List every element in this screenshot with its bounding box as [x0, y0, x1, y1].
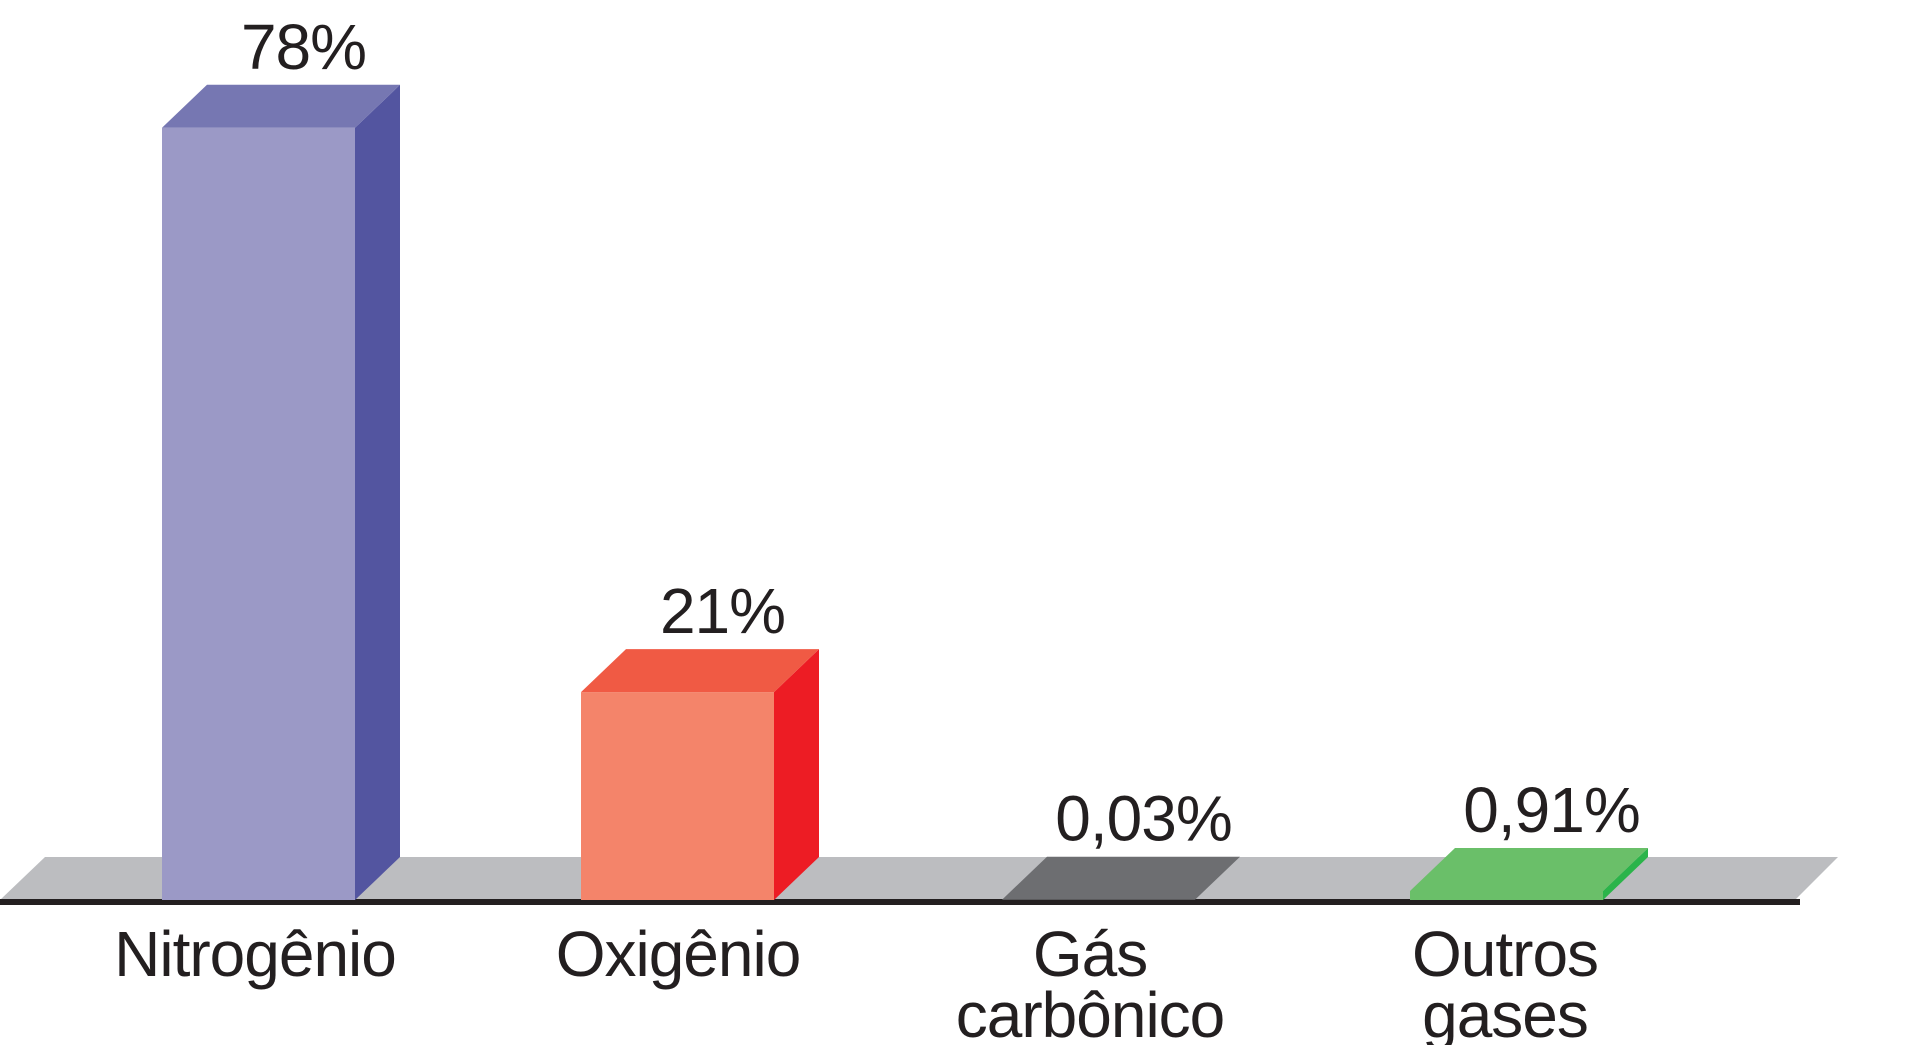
chart-floor — [0, 857, 1838, 900]
value-label-1: 21% — [660, 575, 785, 647]
bar-top-1 — [581, 649, 819, 693]
bar-top-0 — [162, 84, 400, 128]
bar-front-1 — [581, 692, 774, 900]
category-label-3-line-1: gases — [1422, 979, 1588, 1045]
value-label-2: 0,03% — [1055, 783, 1231, 855]
category-label-2-line-1: carbônico — [956, 979, 1225, 1045]
bar-top-2 — [1002, 856, 1240, 900]
bar-2 — [1002, 856, 1240, 900]
bar-3 — [1410, 847, 1648, 900]
bar-1 — [581, 649, 819, 900]
bar-0 — [162, 84, 400, 901]
category-label-0: Nitrogênio — [114, 918, 396, 990]
bar-side-0 — [355, 84, 400, 901]
value-label-3: 0,91% — [1463, 774, 1639, 846]
bar-side-3 — [1603, 847, 1648, 900]
value-label-0: 78% — [241, 11, 366, 83]
bar-front-0 — [162, 127, 355, 901]
category-label-1: Oxigênio — [556, 918, 801, 990]
bar-front-3 — [1410, 890, 1603, 900]
bar-side-1 — [774, 649, 819, 900]
category-label-2-line-0: Gás — [1033, 918, 1147, 990]
bar-top-3 — [1410, 847, 1648, 891]
category-label-3-line-0: Outros — [1412, 918, 1598, 990]
